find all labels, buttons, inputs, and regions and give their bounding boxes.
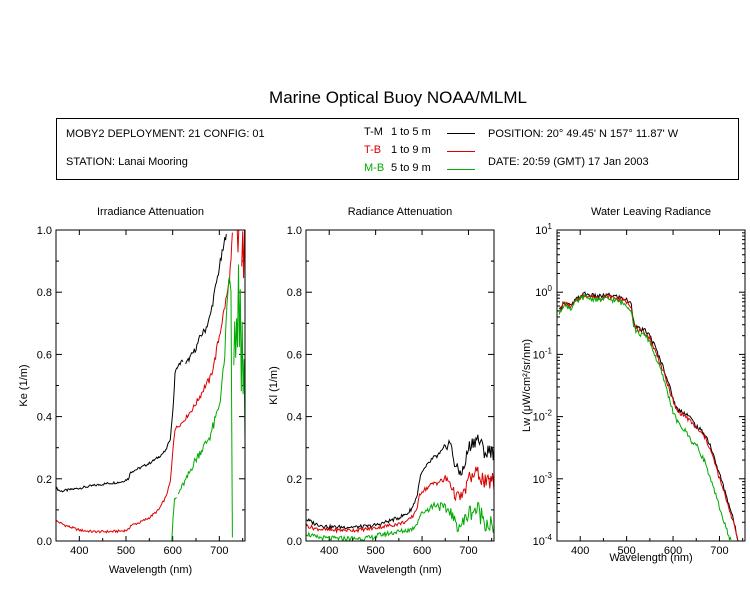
x-tick-label: 700 [459,545,477,557]
x-tick-label: 400 [320,545,338,557]
y-tick-label: 0.4 [37,412,52,424]
y-tick-label: 10-1 [533,346,553,361]
y-tick-label: 0.6 [287,349,302,361]
chart-1-series-m-b [171,264,245,541]
chart-1-title: Irradiance Attenuation [97,206,204,218]
page-title: Marine Optical Buoy NOAA/MLML [269,88,527,107]
y-axis-label: Lw (μW/cm²/sr/nm) [521,339,533,432]
y-axis-label: Ke (1/m) [18,364,30,406]
x-tick-label: 400 [571,545,589,557]
legend-code-tb: T-B [364,144,382,156]
x-axis-label: Wavelength (nm) [358,564,441,576]
y-tick-label: 0.8 [37,287,52,299]
x-tick-label: 400 [70,545,88,557]
x-tick-label: 700 [210,545,228,557]
x-tick-label: 600 [413,545,431,557]
station-text: STATION: Lanai Mooring [66,156,188,168]
y-tick-label: 0.2 [287,474,302,486]
legend-line-mb [447,169,475,170]
chart-2-series-t-m [306,434,494,531]
y-tick-label: 1.0 [37,225,52,237]
x-tick-label: 500 [366,545,384,557]
y-tick-label: 0.8 [287,287,302,299]
x-axis-label: Wavelength (nm) [109,564,192,576]
chart-3-title: Water Leaving Radiance [591,206,711,218]
x-tick-label: 500 [617,545,635,557]
y-tick-label: 0.0 [287,536,302,548]
y-tick-label: 10-2 [533,409,553,424]
position-text: POSITION: 20° 49.45' N 157° 11.87' W [488,128,679,140]
chart-1-series-t-m [56,234,227,493]
chart-3-frame [556,229,746,542]
info-box: MOBY2 DEPLOYMENT: 21 CONFIG: 01 STATION:… [56,118,739,180]
x-tick-label: 700 [710,545,728,557]
legend-code-mb: M-B [364,162,385,174]
chart-1-series-t-b [56,230,245,534]
x-axis-label: Wavelength (nm) [609,552,692,564]
legend-range-mb: 5 to 9 m [391,162,431,174]
y-tick-label: 10-4 [533,533,553,548]
date-text: DATE: 20:59 (GMT) 17 Jan 2003 [488,156,649,168]
y-tick-label: 0.0 [37,536,52,548]
chart-2-series-m-b [306,501,494,541]
y-axis-label: Kl (1/m) [268,366,280,405]
chart-3-series-t-m [558,291,739,541]
legend-line-tb [447,151,475,152]
y-tick-label: 101 [535,222,552,237]
legend-line-tm [447,133,475,134]
chart-3-series-t-b [558,293,739,541]
deployment-text: MOBY2 DEPLOYMENT: 21 CONFIG: 01 [66,128,265,140]
y-tick-label: 0.6 [37,349,52,361]
x-tick-label: 600 [664,545,682,557]
y-tick-label: 1.0 [287,225,302,237]
y-tick-label: 0.2 [37,474,52,486]
legend-range-tb: 1 to 9 m [391,144,431,156]
legend-range-tm: 1 to 5 m [391,126,431,138]
x-tick-label: 600 [163,545,181,557]
chart-3-series-m-b [558,294,732,541]
chart-2-title: Radiance Attenuation [348,206,453,218]
y-tick-label: 10-3 [533,471,553,486]
y-tick-label: 100 [535,284,552,299]
y-tick-label: 0.4 [287,412,302,424]
chart-2-series-t-b [306,466,494,534]
legend-code-tm: T-M [364,126,383,138]
chart-2-frame [305,229,495,542]
chart-1-frame [55,229,246,542]
x-tick-label: 500 [117,545,135,557]
